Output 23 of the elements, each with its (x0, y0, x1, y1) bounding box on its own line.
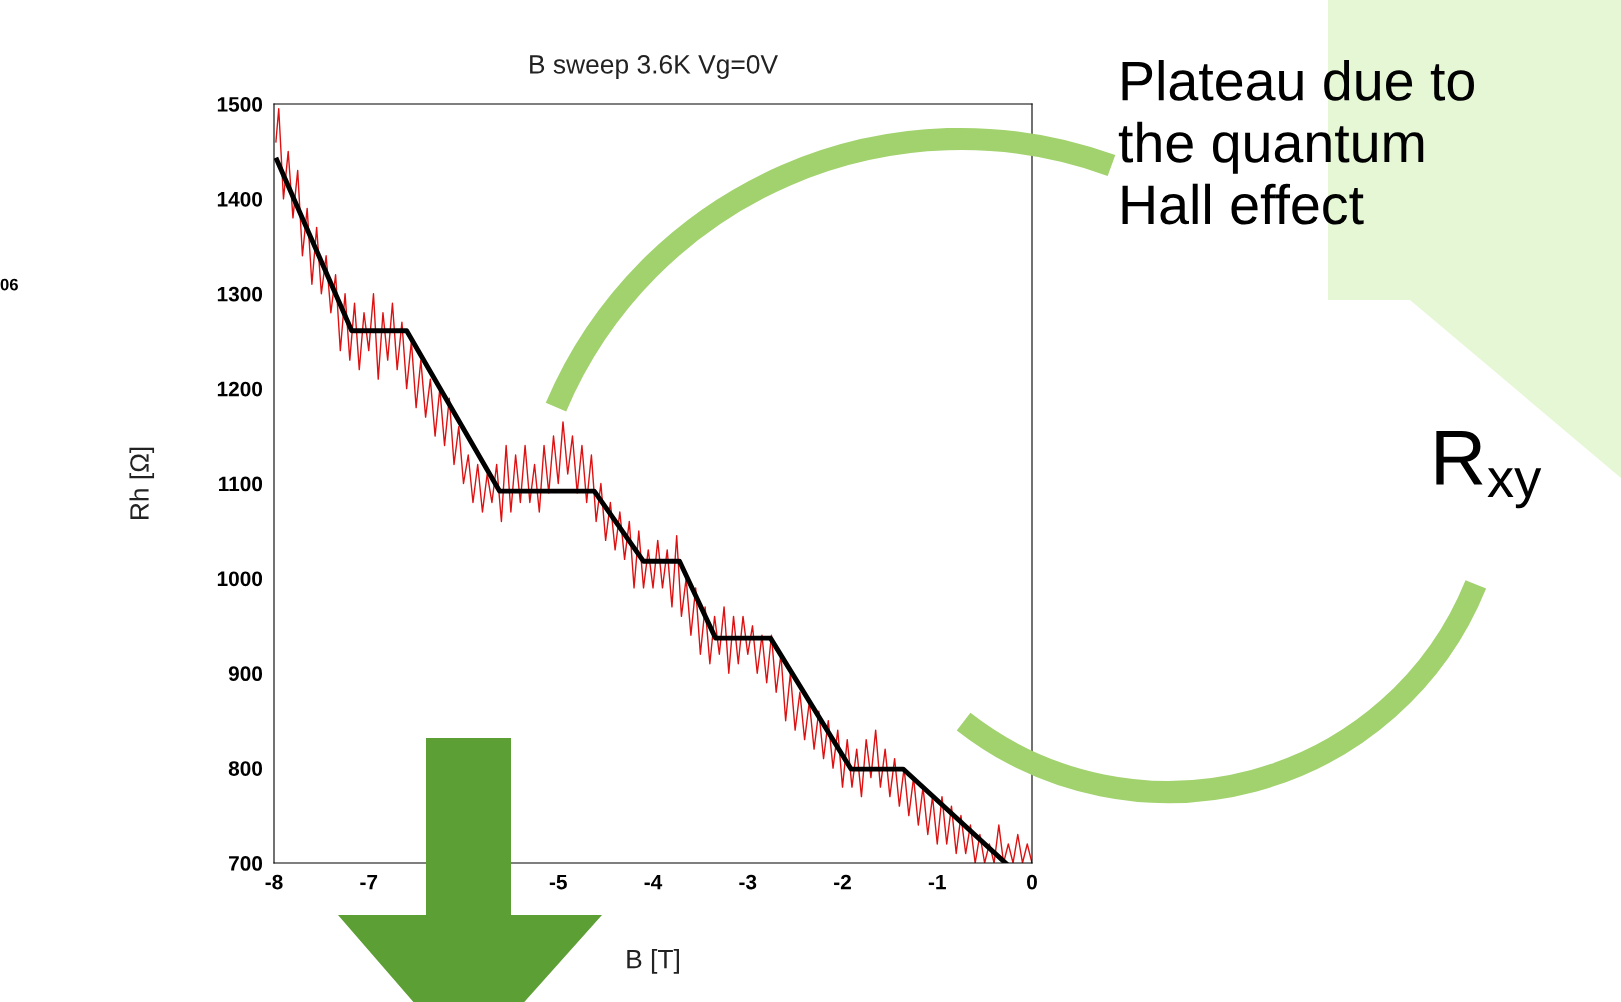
y-tick-label: 800 (228, 761, 263, 776)
text: R$_{xy}$ (1436, 431, 1542, 509)
y-tick-label: 1400 (217, 191, 263, 207)
x-tick-label: -2 (834, 874, 851, 890)
x-tick-label: -5 (549, 874, 567, 890)
y-tick-label: 1200 (217, 381, 263, 397)
text: 06 (0, 278, 18, 291)
x-tick-label: -1 (928, 874, 946, 890)
x-tick-label: -7 (360, 874, 378, 890)
y-tick-label: 1100 (219, 476, 263, 492)
x-tick-label: -8 (265, 874, 283, 890)
y-tick-label: 1300 (217, 286, 263, 302)
y-tick-label: 700 (229, 856, 263, 871)
x-axis-title: B [T] (627, 949, 679, 974)
text: Plateau due to the quantum Hall effect (1118, 60, 1474, 225)
y-tick-label: 1500 (217, 97, 263, 112)
y-tick-label: 900 (228, 666, 263, 681)
x-tick-label: -3 (739, 874, 757, 890)
y-tick-label: 1000 (217, 571, 263, 587)
x-tick-label: -4 (644, 874, 663, 890)
x-tick-label: 0 (1027, 874, 1037, 890)
y-axis-title: Rh [Ω] (129, 447, 155, 520)
chart-title: B sweep 3.6K Vg=0V (530, 55, 778, 79)
